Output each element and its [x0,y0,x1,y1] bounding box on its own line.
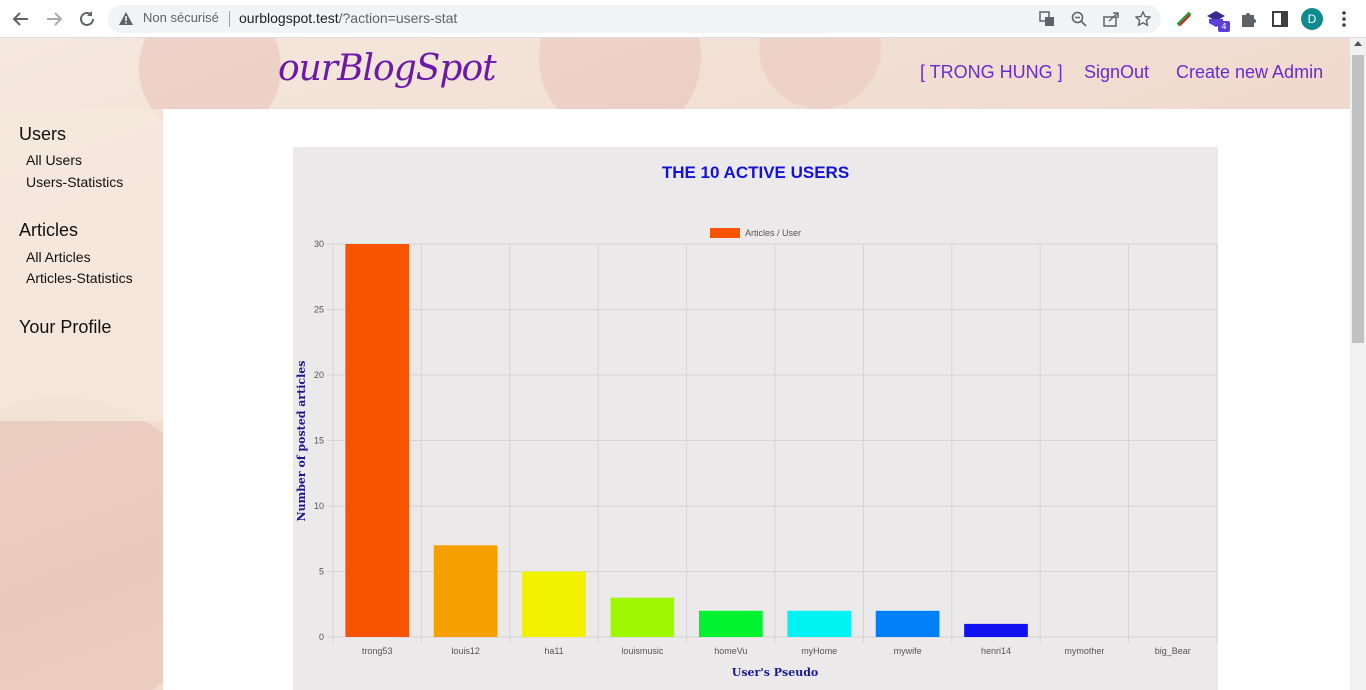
legend-label: Articles / User [745,228,801,238]
bar-mywife [875,610,940,637]
x-tick-label: mywife [894,646,922,656]
y-tick-label: 15 [314,436,324,446]
legend-swatch [710,228,740,238]
zoom-icon[interactable] [1070,10,1088,28]
nav-signout[interactable]: SignOut [1084,62,1150,82]
scroll-up-arrow[interactable] [1354,41,1362,46]
url-host: ourblogspot.test [239,10,339,26]
warning-icon[interactable] [118,11,134,30]
site-logo[interactable]: ourBlogSpot [278,48,497,89]
x-axis-label: User's Pseudo [732,666,818,679]
bar-louismusic [610,597,675,637]
reload-icon[interactable] [76,8,98,30]
sidebar-item-articles-statistics[interactable]: Articles-Statistics [26,270,133,286]
chart-title: THE 10 ACTIVE USERS [661,163,850,182]
x-tick-label: louismusic [621,646,664,656]
site-header: ourBlogSpot [ TRONG HUNG ] SignOut Creat… [0,38,1350,109]
y-tick-label: 30 [314,239,324,249]
sidebar-title-articles[interactable]: Articles [19,220,79,240]
sidebar-item-all-articles[interactable]: All Articles [26,249,91,265]
bar-trong53 [345,244,410,637]
sidebar: Users All Users Users-Statistics Article… [0,109,163,421]
puzzle-icon[interactable] [1238,9,1258,29]
x-tick-label: louis12 [451,646,480,656]
share-icon[interactable] [1102,10,1120,28]
page: ourBlogSpot [ TRONG HUNG ] SignOut Creat… [0,38,1350,690]
url-text[interactable]: ourblogspot.test/?action=users-stat [239,10,457,26]
nav-user-name[interactable]: [ TRONG HUNG ] [920,62,1063,82]
extension-badge: 4 [1218,21,1230,32]
x-tick-label: trong53 [362,646,393,656]
scrollbar-thumb[interactable] [1352,55,1364,343]
sidepanel-icon[interactable] [1270,9,1290,29]
chart-panel: THE 10 ACTIVE USERS 0 5 10 15 20 25 30 trong53… [293,147,1218,690]
bar-myHome [787,610,852,637]
bar-homeVu [698,610,763,637]
forward-icon[interactable] [43,8,65,30]
back-icon[interactable] [10,8,32,30]
menu-icon[interactable] [1334,9,1354,29]
security-label[interactable]: Non sécurisé [143,10,219,25]
sidebar-item-all-users[interactable]: All Users [26,152,83,168]
y-tick-label: 20 [314,370,324,380]
nav-create-admin[interactable]: Create new Admin [1176,62,1324,82]
x-tick-label: homeVu [714,646,747,656]
bar-louis12 [433,545,498,637]
bar-henri14 [964,623,1028,637]
chart-grid [327,243,1218,643]
bar-ha11 [522,571,586,637]
url-path: /?action=users-stat [338,10,458,26]
y-axis-label: Number of posted articles [295,361,308,522]
x-tick-label: ha11 [544,646,563,656]
sidebar-item-your-profile[interactable]: Your Profile [19,317,112,337]
bar-chart: 0 5 10 15 20 25 30 trong53 louis12 ha11 louismusi… [295,228,1218,679]
y-tick-label: 5 [319,567,324,577]
x-axis-ticks: trong53 louis12 ha11 louismusic homeVu myHome… [362,646,1191,656]
x-tick-label: henri14 [981,646,1011,656]
translate-icon[interactable] [1038,10,1056,28]
chart-bars [345,244,1028,637]
sidebar-item-users-statistics[interactable]: Users-Statistics [26,174,124,190]
star-icon[interactable] [1134,10,1152,28]
divider [229,11,230,27]
y-tick-label: 0 [319,632,324,642]
extension-icon[interactable] [1174,9,1194,29]
profile-avatar[interactable]: D [1301,8,1323,30]
x-tick-label: big_Bear [1155,646,1191,656]
y-tick-label: 10 [314,501,324,511]
address-bar[interactable]: Non sécurisé ourblogspot.test/?action=us… [108,5,1161,33]
main-content: THE 10 ACTIVE USERS 0 5 10 15 20 25 30 trong53… [163,109,1350,690]
y-axis-ticks: 0 5 10 15 20 25 30 [314,239,324,642]
x-tick-label: mymother [1064,646,1104,656]
y-tick-label: 25 [314,305,324,315]
sidebar-title-users[interactable]: Users [19,124,67,144]
x-tick-label: myHome [801,646,837,656]
browser-toolbar: Non sécurisé ourblogspot.test/?action=us… [0,0,1366,38]
